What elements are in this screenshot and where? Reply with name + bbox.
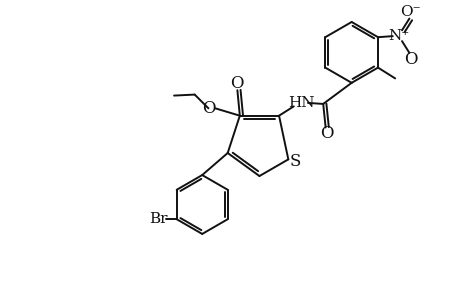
- Text: HN: HN: [287, 96, 313, 110]
- Text: Br: Br: [148, 212, 167, 226]
- Text: N⁺: N⁺: [387, 29, 409, 43]
- Text: S: S: [289, 153, 300, 170]
- Text: O: O: [230, 75, 244, 92]
- Text: O⁻: O⁻: [399, 5, 420, 19]
- Text: O: O: [202, 100, 215, 117]
- Text: O: O: [403, 51, 416, 68]
- Text: O: O: [319, 125, 333, 142]
